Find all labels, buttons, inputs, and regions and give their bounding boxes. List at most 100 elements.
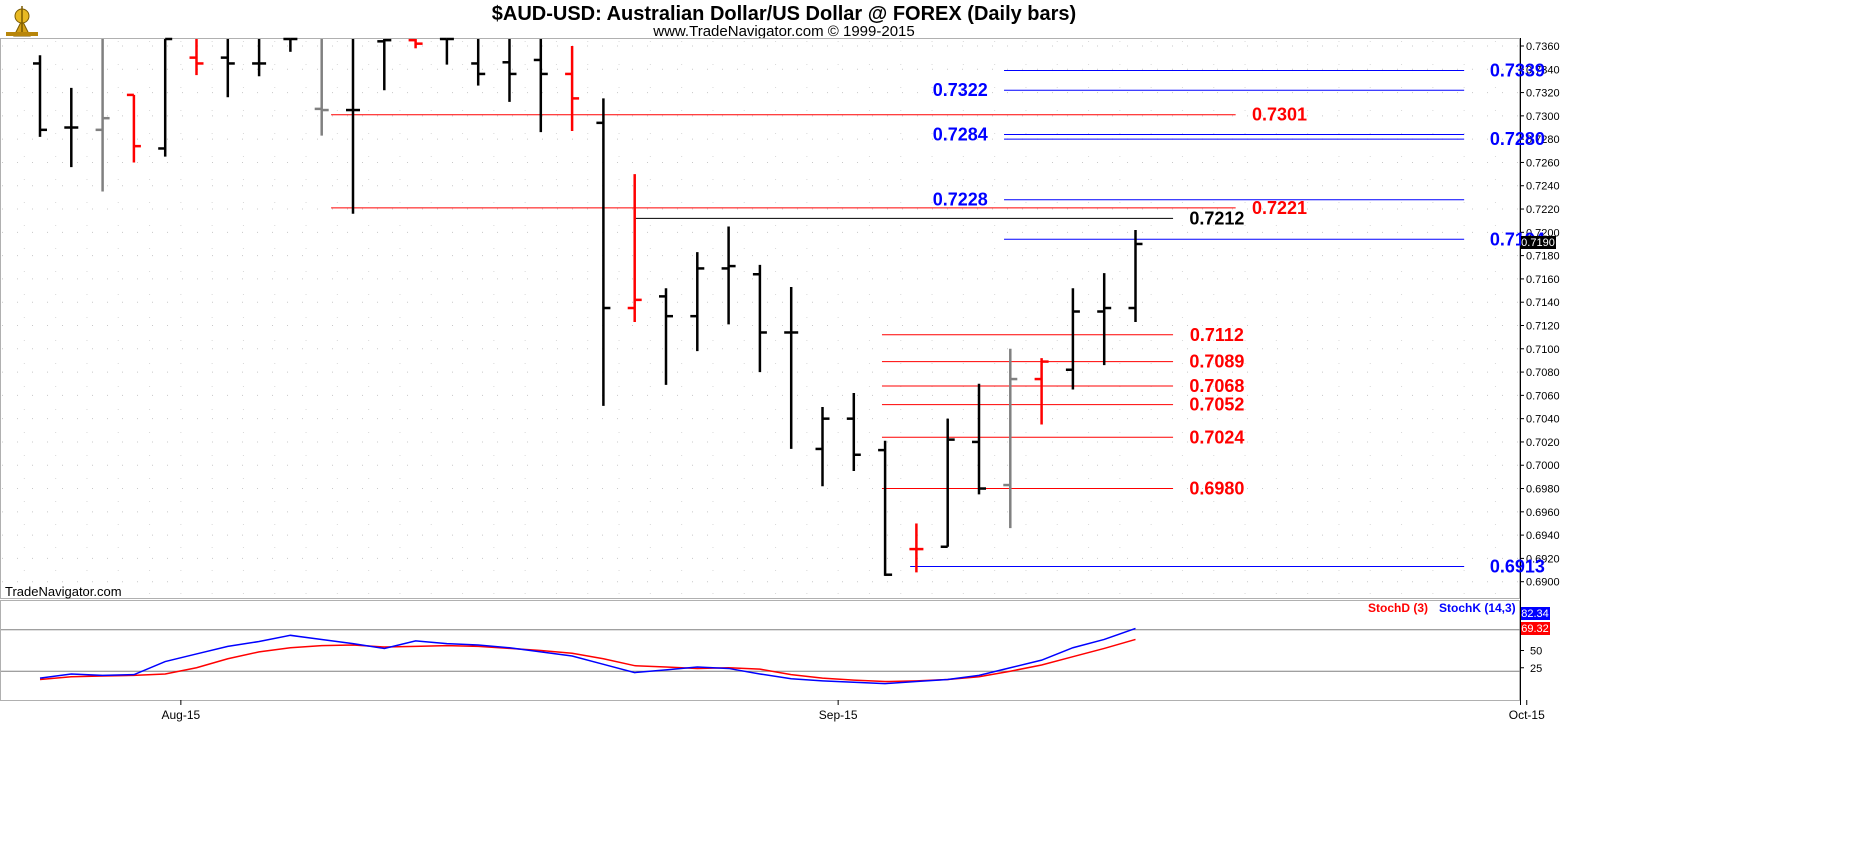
price-axis-area [1520, 38, 1876, 863]
legend-stochd: StochD (3) [1368, 601, 1428, 615]
price-tick-label: 0.6960 [1526, 507, 1560, 519]
price-tick-label: 0.7340 [1526, 64, 1560, 76]
oscillator-panel-frame [0, 600, 1520, 701]
ohlc-bar [815, 407, 830, 487]
price-tick-label: 0.7140 [1526, 297, 1560, 309]
ohlc-bar [408, 38, 423, 49]
level-label: 0.7068 [1189, 376, 1244, 396]
price-tick-label: 0.7180 [1526, 251, 1560, 263]
ohlc-bar [721, 226, 736, 325]
grid [2, 41, 1518, 598]
price-tick-label: 0.6900 [1526, 577, 1560, 589]
ohlc-bar [565, 45, 580, 132]
ohlc-bar [220, 39, 235, 98]
ohlc-bar [64, 87, 79, 168]
ohlc-bar [158, 37, 173, 157]
ohlc-bar [533, 39, 548, 133]
level-label: 0.6913 [1490, 557, 1545, 577]
stochd-value-label: 69.32 [1521, 623, 1549, 635]
level-label: 0.7089 [1189, 352, 1244, 372]
stochastic-lines [1, 627, 1520, 685]
price-tick-label: 0.7120 [1526, 320, 1560, 332]
level-label: 0.7280 [1490, 129, 1545, 149]
price-tick-label: 0.7000 [1526, 460, 1560, 472]
ohlc-bar [471, 39, 486, 86]
ohlc-bar [33, 55, 47, 137]
ohlc-bar [126, 93, 141, 163]
ohlc-bar [940, 418, 955, 549]
last-price-tag [1521, 236, 1556, 249]
price-tick-label: 0.7080 [1526, 367, 1560, 379]
price-tick-label: 0.7320 [1526, 88, 1560, 100]
level-label: 0.7322 [933, 80, 988, 100]
price-tick-label: 0.7160 [1526, 274, 1560, 286]
price-panel-frame [0, 38, 1520, 599]
ohlc-bar [283, 37, 298, 52]
chart-subtitle: www.TradeNavigator.com © 1999-2015 [652, 23, 914, 40]
price-tick-label: 0.6980 [1526, 484, 1560, 496]
price-bars [33, 37, 1143, 576]
watermark: TradeNavigator.com [5, 584, 122, 599]
ohlc-bar [346, 39, 360, 214]
level-label: 0.7221 [1252, 198, 1307, 218]
price-tick-label: 0.7280 [1526, 134, 1560, 146]
ohlc-bar [1034, 358, 1049, 425]
ohlc-bar [314, 39, 329, 136]
chart-title: $AUD-USD: Australian Dollar/US Dollar @ … [492, 3, 1076, 25]
last-price-label: 0.7190 [1521, 237, 1555, 249]
ohlc-bar [690, 252, 705, 352]
level-label: 0.7212 [1189, 208, 1244, 228]
trade-navigator-logo-icon [6, 6, 38, 37]
ohlc-bar [909, 523, 924, 573]
ohlc-bar [502, 39, 517, 102]
price-tick-label: 0.7300 [1526, 111, 1560, 123]
legend-stochk: StochK (14,3) [1439, 601, 1516, 615]
price-levels: 0.7339 0.7322 0.7301 0.7284 0.7280 0.7228 0.72… [331, 60, 1545, 577]
price-axis-ticks: 0.7360 0.7340 0.7320 0.7300 0.7280 0.7260 0.72… [1520, 41, 1560, 589]
stochk-value-label: 82.34 [1521, 608, 1549, 620]
ohlc-bar [627, 174, 642, 322]
price-tick-label: 0.7240 [1526, 181, 1560, 193]
stochd-value-tag [1521, 622, 1550, 635]
date-tick-label: Aug-15 [161, 708, 200, 722]
price-tick-label: 0.7020 [1526, 437, 1560, 449]
ohlc-bar [1003, 348, 1018, 529]
level-label: 0.7301 [1252, 105, 1307, 125]
level-label: 0.7112 [1190, 325, 1244, 345]
level-label: 0.7228 [933, 190, 988, 210]
level-label: 0.7284 [933, 124, 988, 144]
price-tick-label: 0.7060 [1526, 390, 1560, 402]
price-tick-label: 0.7040 [1526, 414, 1560, 426]
ohlc-bar [752, 264, 767, 373]
price-tick-label: 0.7360 [1526, 41, 1560, 53]
level-label: 0.7052 [1189, 395, 1244, 415]
ohlc-bar [596, 98, 611, 406]
date-axis-ticks: Aug-15 Sep-15 Oct-15 [161, 700, 1545, 722]
stochk-value-tag [1521, 607, 1550, 620]
ohlc-bar [784, 287, 799, 449]
price-tick-label: 0.7100 [1526, 344, 1560, 356]
ohlc-bar [846, 393, 861, 472]
price-tick-label: 0.6940 [1526, 530, 1560, 542]
ohlc-bar [1065, 288, 1080, 390]
ohlc-bar [377, 38, 392, 91]
date-tick-label: Oct-15 [1509, 708, 1545, 722]
ohlc-bar [1097, 273, 1112, 366]
level-label: 0.7339 [1490, 60, 1545, 80]
level-label: 0.7024 [1189, 427, 1244, 447]
price-tick-label: 0.7220 [1526, 204, 1560, 216]
ohlc-bar [878, 440, 893, 576]
ohlc-bar [972, 383, 986, 495]
ohlc-bar [439, 37, 454, 65]
stoch-series-line [39, 627, 1136, 685]
ohlc-bar [1128, 229, 1143, 322]
ohlc-bar [189, 39, 204, 76]
osc-tick-label: 50 [1530, 646, 1542, 658]
ohlc-bar [95, 39, 110, 192]
ohlc-bar [659, 288, 673, 385]
price-tick-label: 0.6920 [1526, 553, 1560, 565]
price-tick-label: 0.7260 [1526, 157, 1560, 169]
logo [6, 6, 38, 37]
